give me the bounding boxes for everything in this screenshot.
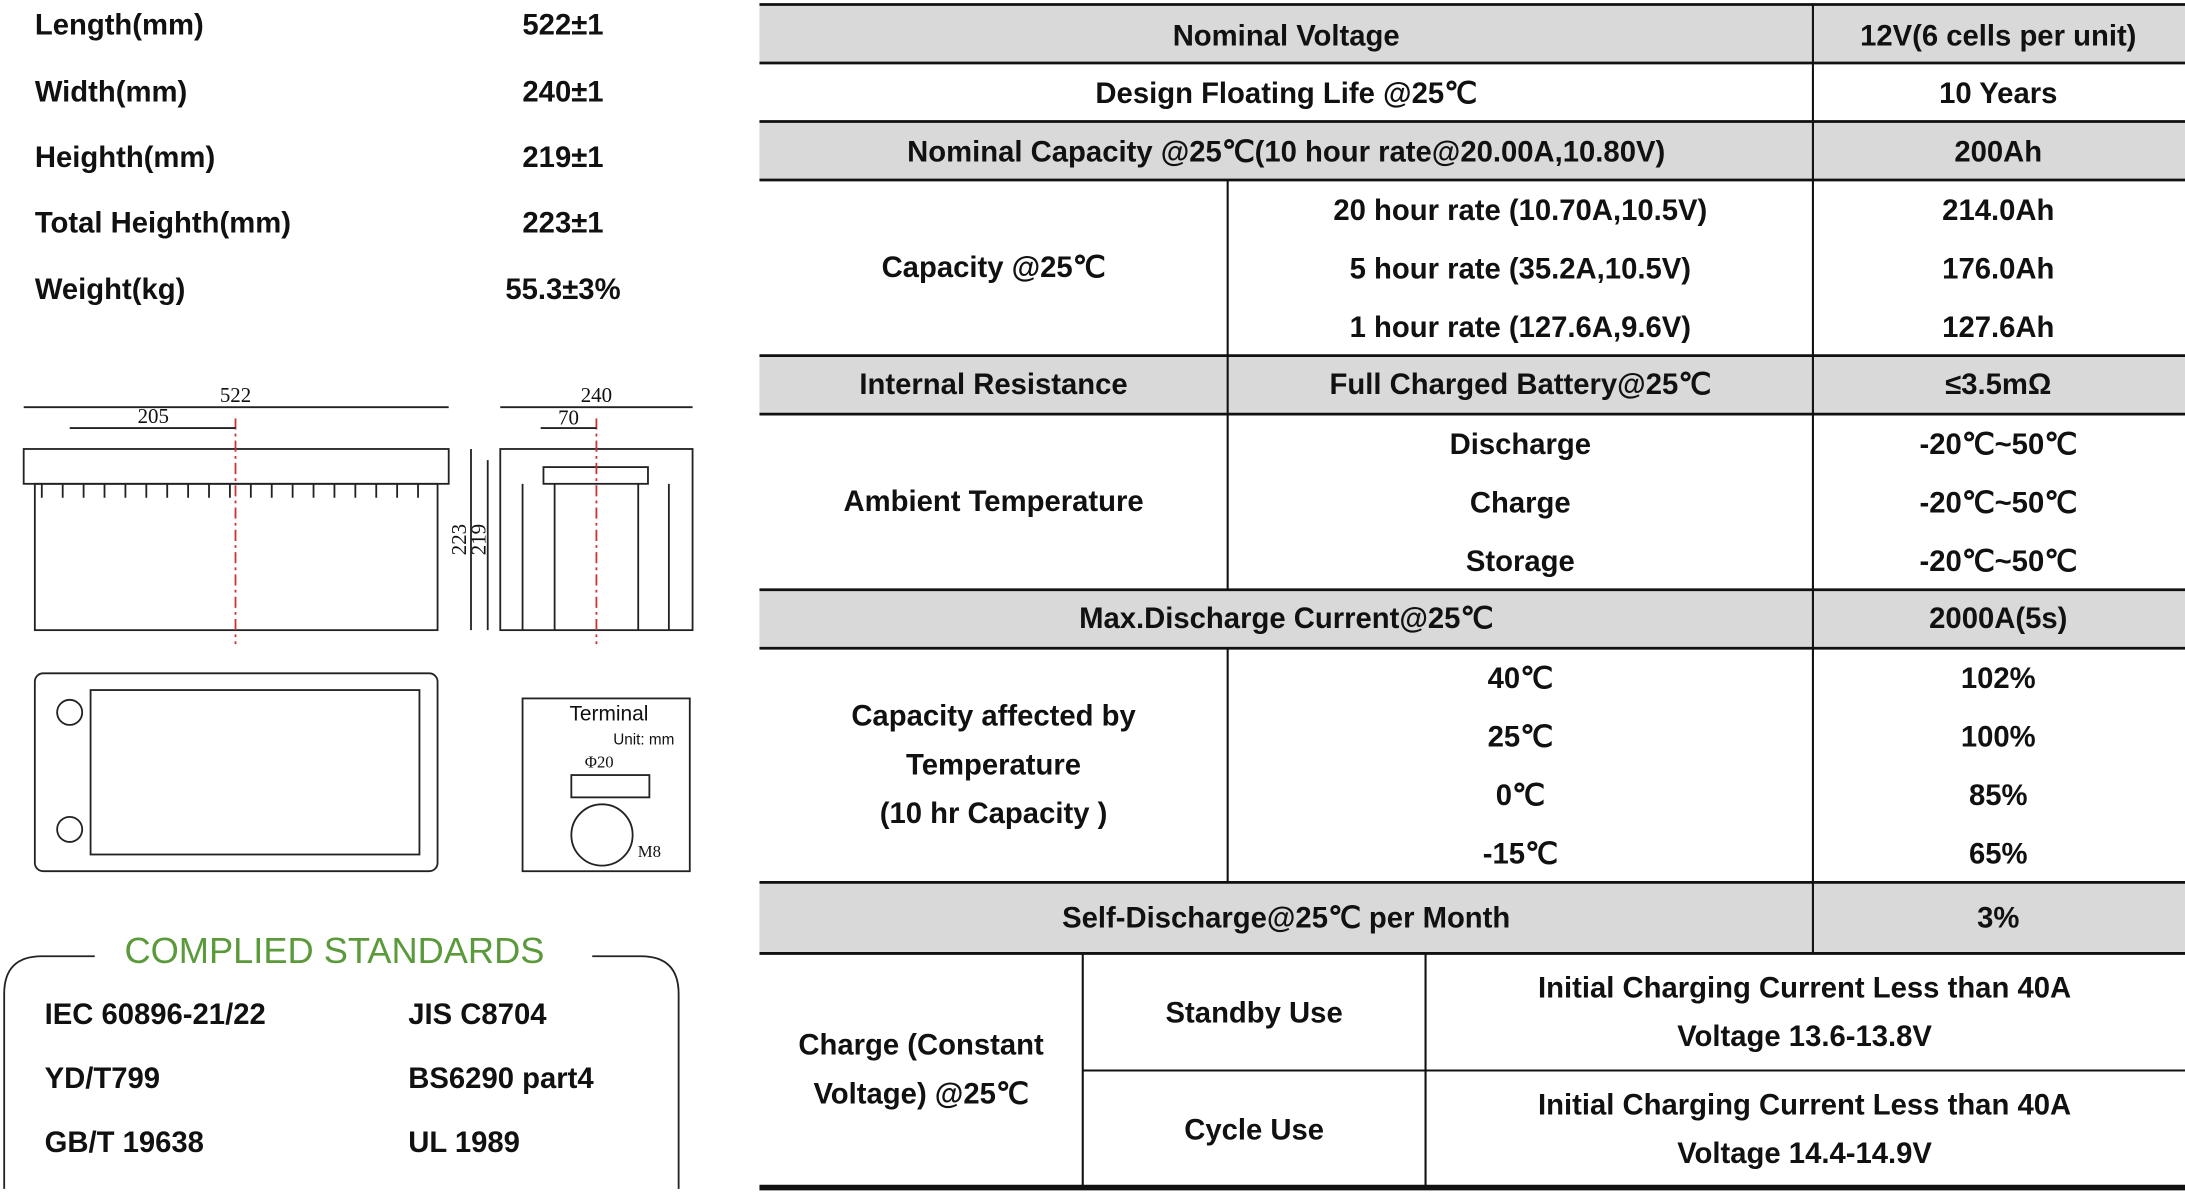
standard-item: BS6290 part4	[408, 1063, 594, 1095]
dim-label: 205	[138, 404, 169, 428]
spec-value: 3%	[1977, 903, 2019, 935]
spec-condition: Discharge	[1450, 429, 1591, 461]
spec-condition: 5 hour rate (35.2A,10.5V)	[1350, 253, 1691, 285]
spec-label: Self-Discharge@25℃ per Month	[1062, 903, 1510, 935]
spec-condition: 40℃	[1488, 663, 1553, 695]
dimension-label: Width(mm)	[35, 76, 187, 108]
spec-label: Voltage) @25℃	[813, 1078, 1028, 1110]
spec-value: 200Ah	[1954, 136, 2042, 168]
dimension-value: 219±1	[522, 142, 603, 174]
spec-value: 85%	[1969, 780, 2028, 812]
top-view	[33, 672, 439, 873]
terminal-side	[570, 774, 651, 799]
spec-value: 127.6Ah	[1942, 312, 2054, 344]
terminal	[56, 698, 84, 726]
spec-value: ≤3.5mΩ	[1945, 369, 2051, 401]
spec-value: 176.0Ah	[1942, 253, 2054, 285]
standard-item: IEC 60896-21/22	[45, 999, 266, 1031]
dim-label: 70	[558, 406, 579, 430]
row-shade	[759, 4, 2185, 63]
drawings: 522 205 223 219 240 70 Terminal Unit: mm…	[3, 383, 694, 1189]
spec-label: Capacity affected by	[851, 701, 1136, 733]
terminal-box	[521, 697, 691, 873]
spec-condition: 1 hour rate (127.6A,9.6V)	[1350, 312, 1691, 344]
spec-label: Nominal Voltage	[1173, 21, 1400, 53]
spec-condition: -15℃	[1483, 839, 1558, 871]
spec-label: Capacity @25℃	[882, 252, 1106, 284]
row-shade	[759, 355, 2185, 415]
end-ribs	[521, 483, 670, 631]
dimension-label: Length(mm)	[35, 9, 204, 41]
spec-label: (10 hr Capacity )	[880, 798, 1108, 830]
spec-label: Nominal Capacity @25℃(10 hour rate@20.00…	[907, 136, 1665, 168]
spec-condition: Full Charged Battery@25℃	[1330, 369, 1712, 401]
spec-value: 2000A(5s)	[1929, 603, 2067, 635]
charge-mode: Cycle Use	[1184, 1115, 1324, 1147]
spec-condition: Storage	[1466, 546, 1575, 578]
row-shade	[759, 589, 2185, 649]
spec-label: Charge (Constant	[798, 1030, 1044, 1062]
terminal	[56, 815, 84, 843]
dim-label: 522	[220, 383, 251, 407]
spec-value: 214.0Ah	[1942, 195, 2054, 227]
spec-condition: 20 hour rate (10.70A,10.5V)	[1333, 195, 1707, 227]
row-shade	[759, 882, 2185, 954]
spec-label: Max.Discharge Current@25℃	[1079, 603, 1493, 635]
dimension-value: 223±1	[522, 207, 603, 239]
dimension-value: 240±1	[522, 76, 603, 108]
charge-detail: Initial Charging Current Less than 40A	[1538, 1089, 2071, 1121]
terminal-thread: M8	[638, 842, 661, 861]
charge-detail: Voltage 13.6-13.8V	[1677, 1021, 1932, 1053]
charge-detail: Initial Charging Current Less than 40A	[1538, 972, 2071, 1004]
charge-detail: Voltage 14.4-14.9V	[1677, 1138, 1932, 1170]
dim-label: 219	[467, 524, 491, 555]
terminal-diameter: Φ20	[585, 753, 614, 772]
spec-value: 100%	[1961, 722, 2036, 754]
row-shade	[759, 121, 2185, 181]
terminal-unit: Unit: mm	[613, 731, 674, 748]
spec-condition: Charge	[1470, 487, 1571, 519]
terminal-title: Terminal	[569, 703, 648, 726]
spec-condition: 0℃	[1496, 780, 1545, 812]
dim-label: 240	[581, 383, 612, 407]
standard-item: UL 1989	[408, 1127, 520, 1159]
dimension-value: 55.3±3%	[505, 274, 620, 306]
charge-mode: Standby Use	[1166, 997, 1343, 1029]
spec-value: 65%	[1969, 839, 2028, 871]
spec-value: 10 Years	[1939, 78, 2057, 110]
ribs	[40, 483, 419, 498]
spec-label: Ambient Temperature	[843, 486, 1143, 518]
spec-value: 12V(6 cells per unit)	[1860, 21, 2136, 53]
dimension-label: Total Heighth(mm)	[35, 207, 291, 239]
spec-label: Internal Resistance	[859, 369, 1127, 401]
dimension-label: Weight(kg)	[35, 274, 186, 306]
dim-label: 223	[447, 524, 471, 555]
standard-item: JIS C8704	[408, 999, 547, 1031]
standard-item: GB/T 19638	[45, 1127, 204, 1159]
top-panel	[89, 689, 421, 856]
spec-label: Design Floating Life @25℃	[1095, 78, 1477, 110]
spec-value: -20℃~50℃	[1919, 429, 2077, 461]
dimension-value: 522±1	[522, 9, 603, 41]
spec-condition: 25℃	[1488, 722, 1553, 754]
spec-value: 102%	[1961, 663, 2036, 695]
terminal-top	[570, 803, 634, 867]
spec-value: -20℃~50℃	[1919, 487, 2077, 519]
standards-frame	[3, 955, 680, 1189]
standards-title: COMPLIED STANDARDS	[124, 930, 544, 971]
spec-label: Temperature	[906, 749, 1081, 781]
standard-item: YD/T799	[45, 1063, 160, 1095]
dimension-label: Heighth(mm)	[35, 142, 215, 174]
spec-value: -20℃~50℃	[1919, 546, 2077, 578]
